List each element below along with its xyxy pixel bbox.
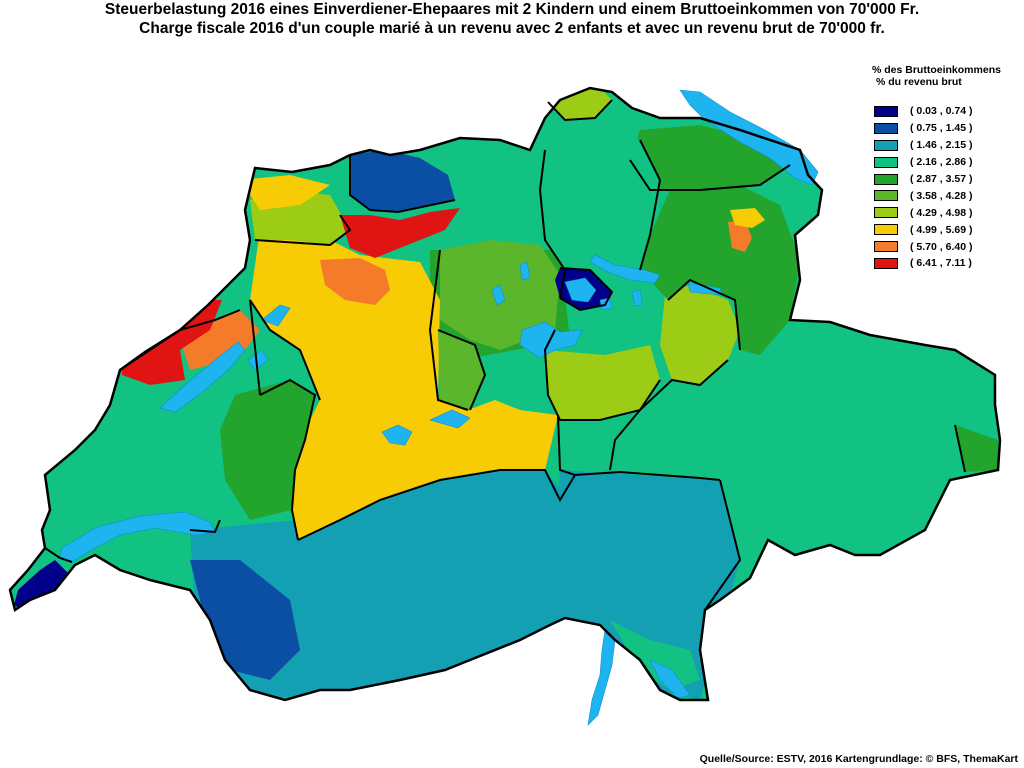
lake-zurich [589,254,661,284]
border-vaud-valais [189,519,221,534]
legend-row: ( 0.03 , 0.74 ) [874,103,1016,120]
region-graubuenden-green [955,425,998,472]
lake-baldegg [519,261,531,281]
border-valais-north [297,469,576,541]
border-ticino-north [557,414,721,481]
legend-swatch [874,105,898,117]
lake-lugano [649,659,691,699]
lake-neuchatel [159,341,246,413]
lake-sihl [631,289,643,307]
legend-row: ( 4.99 , 5.69 ) [874,221,1016,238]
legend-swatch [874,173,898,185]
border-fribourg [259,378,317,541]
lake-brienz [429,409,471,429]
region-basel [350,150,455,212]
region-lucerne-west [438,330,485,410]
legend-label: ( 4.99 , 5.69 ) [910,223,973,236]
border-neuchatel-vaud [119,309,241,371]
border-schaffhausen [547,99,613,122]
source-credit: Quelle/Source: ESTV, 2016 Kartengrundlag… [699,753,1018,765]
lake-thun [381,424,413,446]
legend-heading-german: % des Bruttoeinkommens [872,64,1001,76]
legend-swatch [874,156,898,168]
canton-borders [44,99,966,611]
border-basel [349,155,456,214]
region-zurich [540,130,660,270]
region-solothurn-orange [320,258,390,305]
lake-sempach [491,284,506,306]
border-zurich-east [639,139,662,271]
border-zurich-west [538,149,567,299]
legend-label: ( 3.58 , 4.28 ) [910,189,973,202]
legend-label: ( 0.03 , 0.74 ) [910,105,973,118]
map-legend: % des Bruttoeinkommens % du revenu brut … [866,64,1016,272]
region-ticino-teal [610,620,700,690]
region-jura-bern-yellow [240,175,330,210]
border-east-detail [954,424,966,473]
border-zug [559,267,614,312]
legend-row: ( 1.46 , 2.15 ) [874,137,1016,154]
legend-swatch [874,207,898,219]
legend-swatch [874,241,898,253]
border-graubuenden-west [609,359,729,471]
border-lucerne [437,329,487,411]
legend-heading-french: % du revenu brut [876,76,962,88]
legend-label: ( 1.46 , 2.15 ) [910,139,973,152]
region-schwyz [660,285,740,385]
legend-row: ( 3.58 , 4.28 ) [874,187,1016,204]
region-st-gallen [640,180,800,355]
border-bern-west [249,299,321,401]
border-thurgau [629,159,791,191]
legend-row: ( 0.75 , 1.45 ) [874,120,1016,137]
region-fribourg [220,380,315,520]
legend-swatch [874,257,898,269]
region-solothurn-red [340,208,460,258]
legend-label: ( 2.87 , 3.57 ) [910,173,973,185]
legend-label: ( 2.16 , 2.86 ) [910,156,973,169]
legend-label: ( 6.41 , 7.11 ) [910,257,972,270]
border-schwyz-glarus [667,278,741,351]
region-neuchatel-red [120,300,222,385]
lake-zug [564,277,597,303]
region-valais-west [190,560,300,680]
legend-row: ( 5.70 , 6.40 ) [874,238,1016,255]
legend-swatch [874,139,898,151]
border-jura [254,214,352,247]
lake-murten [247,349,269,371]
legend-row: ( 2.87 , 3.57 ) [874,171,1016,188]
region-appenzell-yellow [730,208,765,228]
legend-label: ( 0.75 , 1.45 ) [910,122,973,135]
legend-row: ( 2.16 , 2.86 ) [874,154,1016,171]
region-bern-plateau [250,230,558,540]
legend-swatch [874,122,898,134]
border-geneva [44,547,73,563]
legend-row: ( 4.29 , 4.98 ) [874,204,1016,221]
border-bern-aargau [428,249,469,411]
legend-classes: ( 0.03 , 0.74 ) ( 0.75 , 1.45 ) ( 1.46 ,… [874,103,1016,272]
region-appenzell-orange [728,220,752,252]
lake-biel [261,304,291,327]
region-vaud-orange [180,310,260,370]
map-title-german: Steuerbelastung 2016 eines Einverdiener-… [104,1,920,18]
legend-swatch [874,224,898,236]
legend-row: ( 6.41 , 7.11 ) [874,255,1016,272]
legend-label: ( 5.70 , 6.40 ) [910,240,973,253]
legend-swatch [874,190,898,202]
region-uri-glarus [545,345,660,420]
border-ticino-east [704,479,742,611]
legend-label: ( 4.29 , 4.98 ) [910,206,973,219]
lake-maggiore [587,629,616,726]
map-title-french: Charge fiscale 2016 d'un couple marié à … [139,20,885,37]
